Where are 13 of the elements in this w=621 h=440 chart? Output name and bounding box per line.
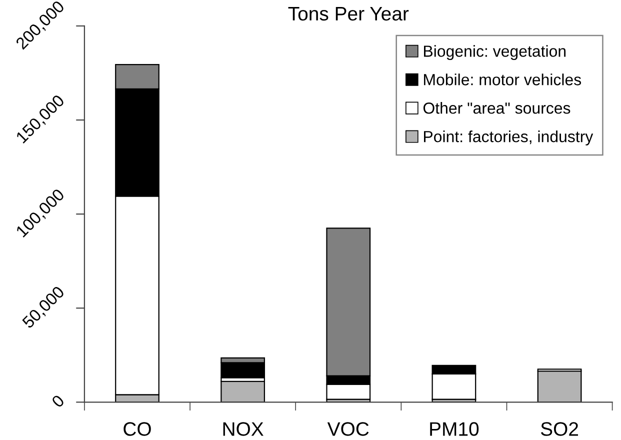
x-tick-label: PM10: [430, 422, 479, 436]
x-tick-label: CO: [124, 422, 151, 436]
legend-label: Other "area" sources: [423, 102, 570, 114]
legend-label: Mobile: motor vehicles: [424, 74, 582, 86]
bar: [537, 370, 582, 402]
x-tick-label: SO2: [540, 422, 578, 436]
legend-label: Biogenic: vegetation: [424, 45, 566, 60]
x-tick-label: NOX: [223, 422, 264, 436]
bar: [220, 380, 266, 402]
y-tick-label: 0: [51, 394, 65, 408]
x-tick-label: VOC: [327, 422, 369, 436]
legend-label: Point: factories, industry: [424, 130, 594, 146]
chart-title: Tons Per Year: [288, 7, 409, 21]
